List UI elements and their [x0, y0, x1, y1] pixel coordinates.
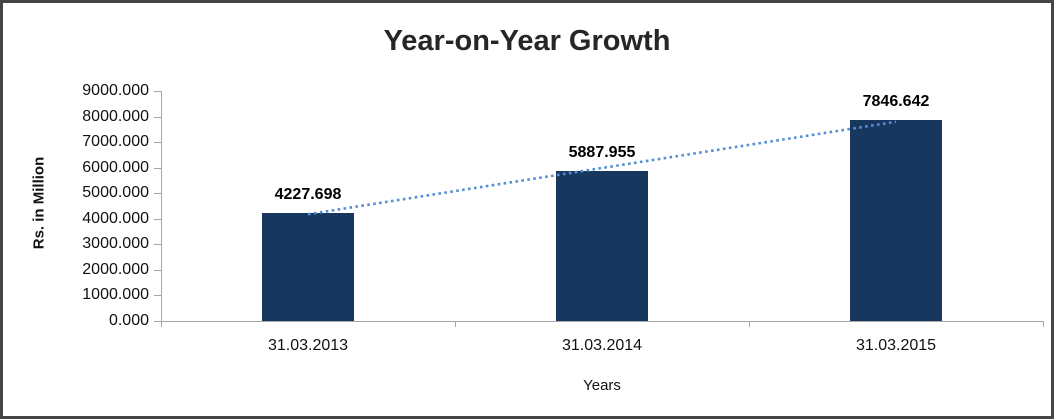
- bar: [850, 120, 942, 321]
- y-tick-label: 6000.000: [82, 158, 149, 176]
- y-tick-label: 7000.000: [82, 133, 149, 151]
- y-tick-label: 1000.000: [82, 286, 149, 304]
- y-tick-mark: [154, 167, 161, 169]
- y-tick-mark: [154, 244, 161, 246]
- x-axis-title: Years: [583, 377, 621, 394]
- y-tick-label: 3000.000: [82, 235, 149, 253]
- y-tick-label: 8000.000: [82, 107, 149, 125]
- y-tick-mark: [154, 295, 161, 297]
- bar: [262, 212, 354, 321]
- x-category-label: 31.03.2014: [561, 337, 643, 354]
- y-tick-mark: [154, 142, 161, 144]
- y-tick-mark: [154, 116, 161, 118]
- chart-title: Year-on-Year Growth: [383, 25, 671, 57]
- bar: [556, 170, 648, 321]
- y-tick-mark: [154, 193, 161, 195]
- y-tick-label: 0.000: [108, 312, 149, 329]
- x-category-label: 31.03.2013: [267, 337, 349, 354]
- y-tick-label: 9000.000: [82, 82, 149, 99]
- y-tick-mark: [154, 321, 161, 322]
- x-category-label: 31.03.2015: [855, 337, 937, 354]
- x-tick-mark: [1043, 321, 1044, 327]
- y-tick-mark: [154, 218, 161, 220]
- y-tick-mark: [154, 269, 161, 271]
- y-tick-label: 5000.000: [82, 184, 149, 202]
- y-tick-mark: [154, 91, 161, 92]
- x-tick-mark: [161, 321, 162, 327]
- y-tick-label: 4000.000: [82, 209, 149, 227]
- x-tick-mark: [749, 321, 750, 327]
- y-tick-label: 2000.000: [82, 260, 149, 278]
- bar-data-label: 5887.955: [568, 143, 636, 161]
- x-axis-line: [161, 321, 1043, 322]
- bar-data-label: 7846.642: [862, 93, 930, 111]
- x-tick-mark: [455, 321, 456, 327]
- y-axis-line: [161, 91, 162, 321]
- bar-data-label: 4227.698: [274, 185, 342, 203]
